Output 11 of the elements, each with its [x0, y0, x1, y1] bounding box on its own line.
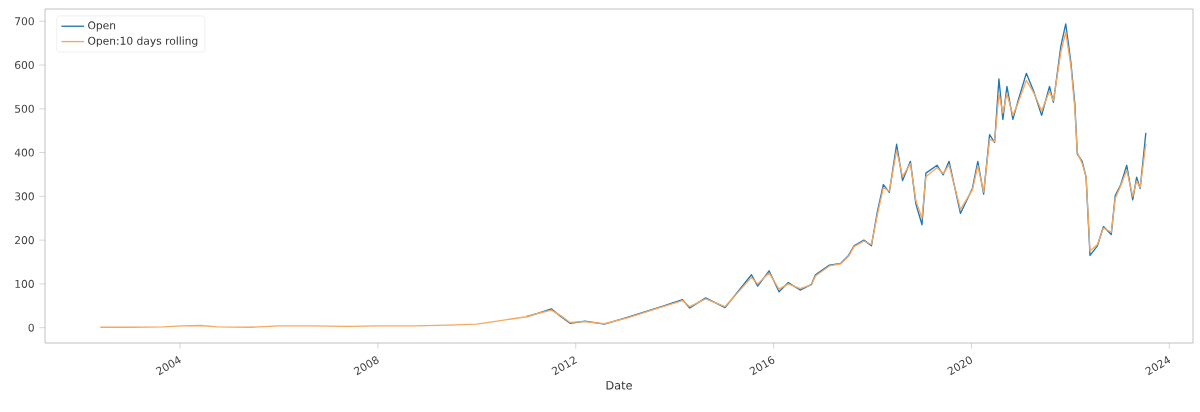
x-axis-title: Date [606, 381, 632, 390]
legend-label: Open:10 days rolling [88, 36, 198, 47]
y-tick-label: 0 [28, 323, 34, 332]
y-tick-label: 100 [15, 279, 34, 288]
y-tick-label: 700 [15, 17, 34, 26]
y-tick-label: 600 [15, 60, 34, 70]
y-tick-label: 300 [15, 192, 34, 201]
legend-label: Open [88, 21, 116, 32]
y-tick-label: 200 [15, 236, 34, 245]
y-tick-label: 400 [14, 148, 34, 157]
y-tick-label: 500 [15, 104, 34, 113]
